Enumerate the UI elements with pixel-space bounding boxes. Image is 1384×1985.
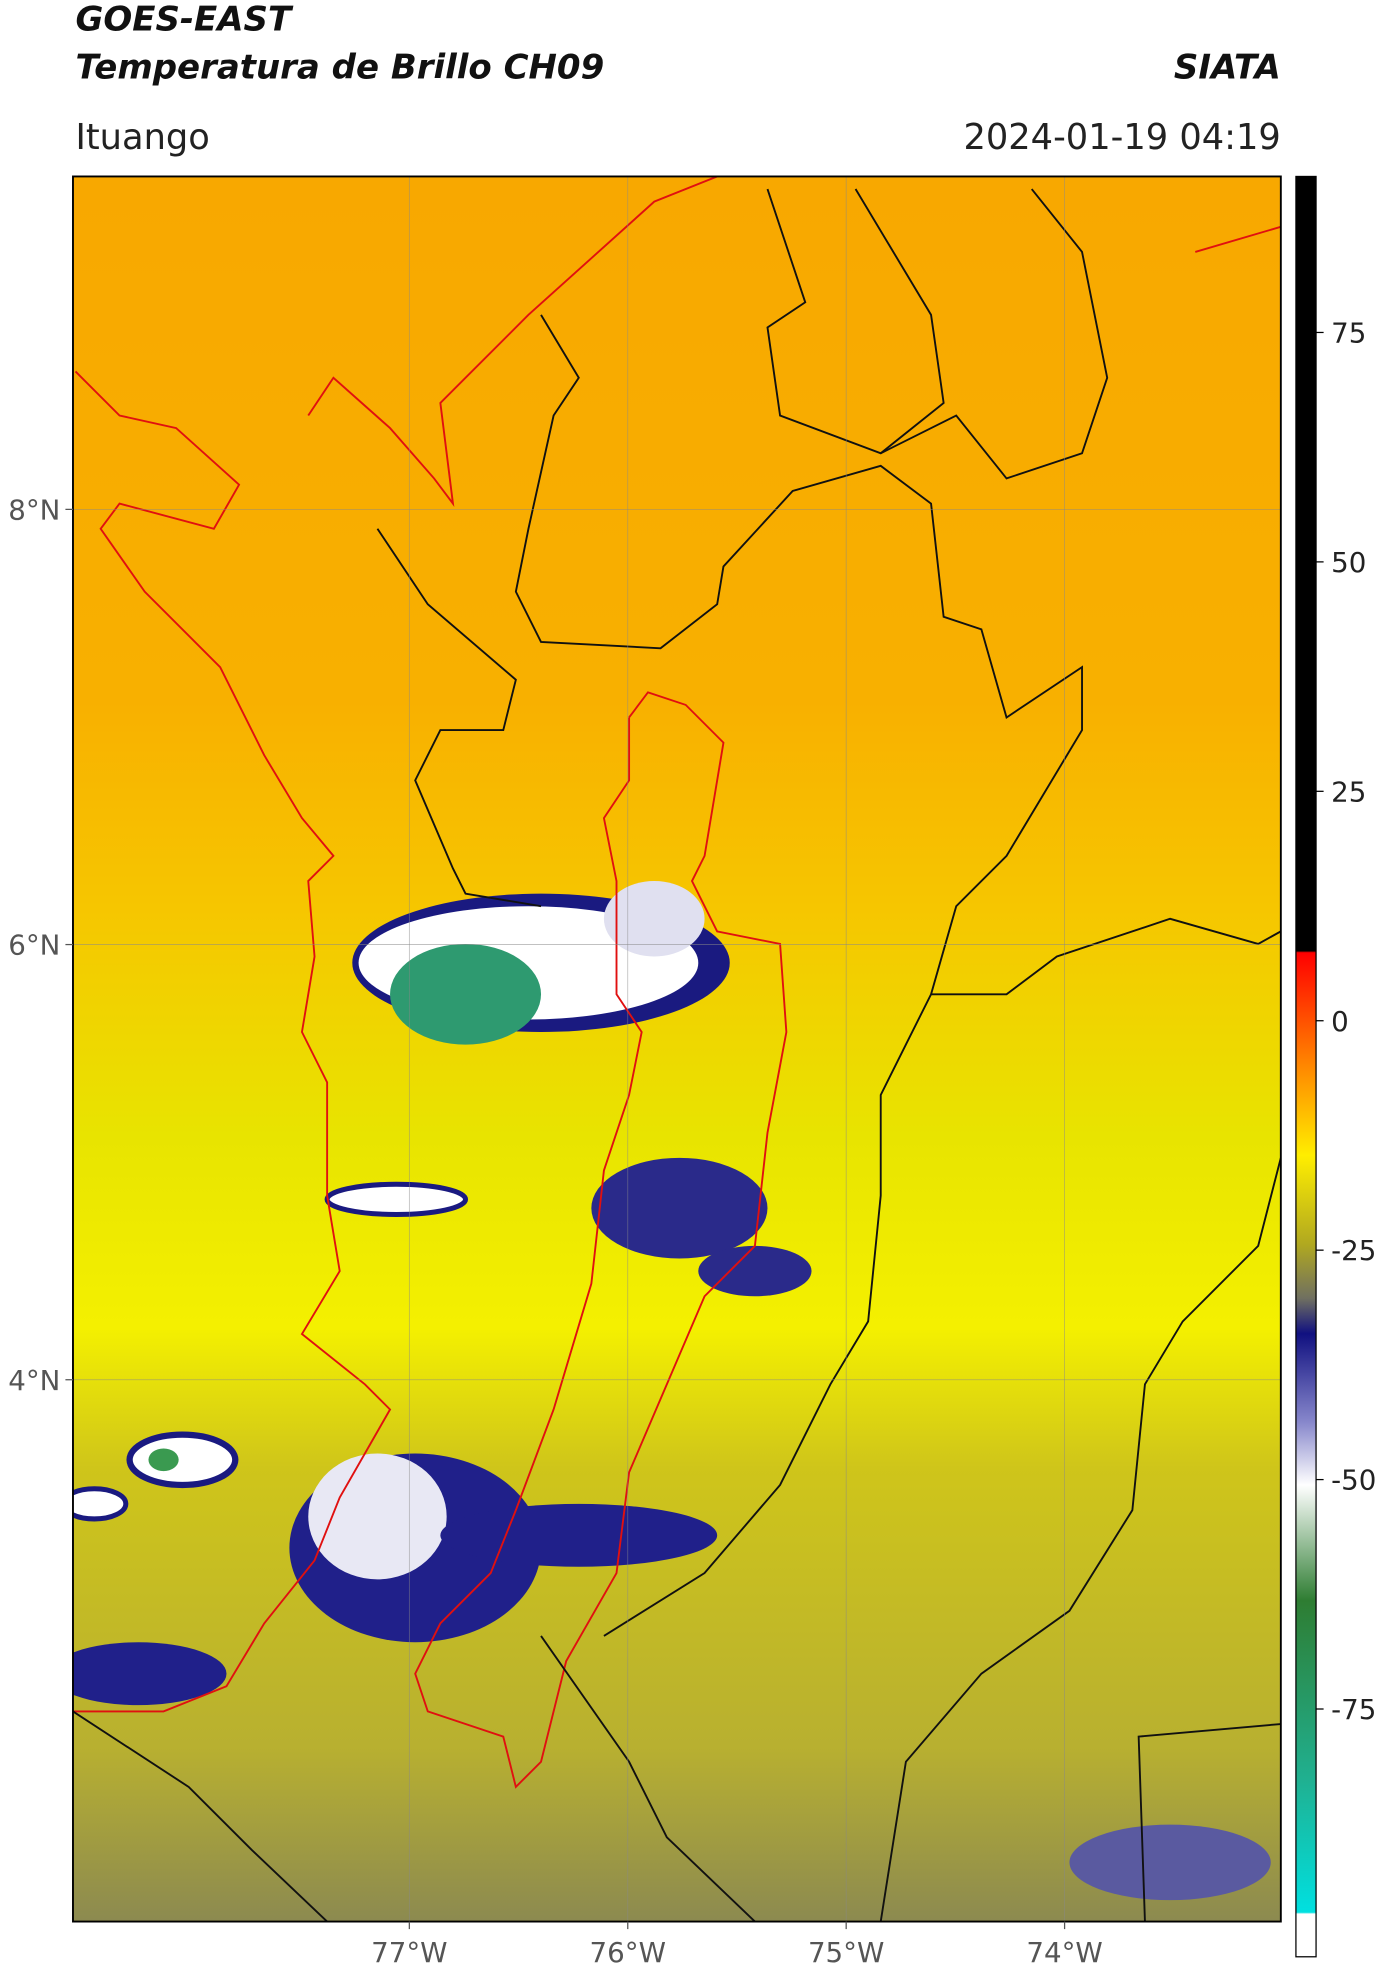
subtitle: Temperatura de Brillo CH09 xyxy=(75,47,604,87)
y-tick-label: 8°N xyxy=(8,493,60,526)
colorbar-tick-label: -75 xyxy=(1331,1693,1376,1726)
source: SIATA xyxy=(1174,47,1281,87)
colorbar-tick-label: 75 xyxy=(1331,317,1366,350)
clouds xyxy=(72,881,1271,1901)
colorbar-tick-label: -50 xyxy=(1331,1464,1376,1497)
borders xyxy=(72,188,1281,1922)
map xyxy=(72,176,1281,1922)
colorbar-tick-label: 50 xyxy=(1331,546,1366,579)
colorbar-tick-label: 25 xyxy=(1331,775,1366,808)
grid xyxy=(72,176,1281,1922)
colorbar-tick-label: -25 xyxy=(1331,1234,1376,1267)
colorbar-tick-label: 0 xyxy=(1331,1005,1349,1038)
location: Ituango xyxy=(75,117,209,158)
colorbar xyxy=(1295,175,1317,1958)
x-tick-label: 74°W xyxy=(1026,1936,1102,1969)
y-tick-label: 6°N xyxy=(8,929,60,962)
map-frame xyxy=(72,175,1282,1923)
x-tick-label: 76°W xyxy=(590,1936,666,1969)
title: GOES-EAST xyxy=(75,0,293,40)
map-background xyxy=(72,176,1281,1922)
y-tick-label: 4°N xyxy=(8,1364,60,1397)
x-tick-label: 77°W xyxy=(371,1936,447,1969)
datetime: 2024-01-19 04:19 xyxy=(963,117,1280,158)
coastline xyxy=(72,176,1281,1789)
x-tick-label: 75°W xyxy=(808,1936,884,1969)
